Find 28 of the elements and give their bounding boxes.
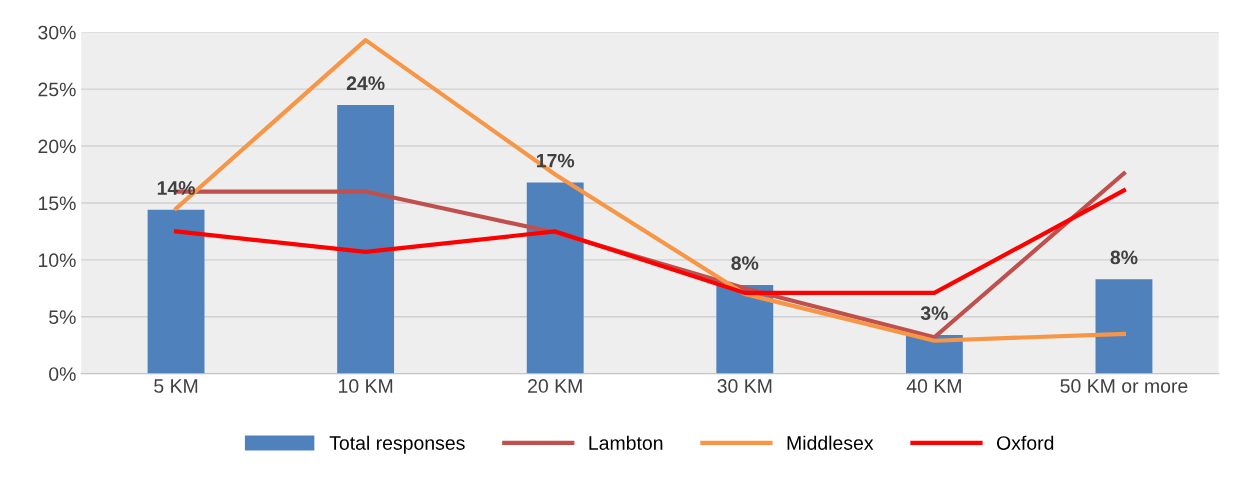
bar (147, 209, 205, 374)
x-tick-label: 30 KM (717, 379, 772, 393)
x-tick-label: 5 KM (154, 379, 198, 393)
x-tick-label: 10 KM (339, 379, 393, 393)
legend-label: Total responses (329, 435, 465, 454)
bar (337, 105, 395, 374)
bar (526, 182, 584, 374)
x-tick-label: 20 KM (528, 379, 582, 393)
x-tick-label: 40 KM (906, 379, 961, 393)
bar (1095, 279, 1153, 374)
bar (716, 284, 774, 374)
y-tick-label: 10% (38, 253, 76, 268)
data-label: 17% (536, 153, 575, 168)
x-tick-label: 50 KM or more (1060, 379, 1188, 393)
legend-label: Middlesex (787, 435, 874, 450)
y-tick-label: 15% (38, 196, 76, 211)
y-tick-label: 5% (49, 310, 76, 325)
data-label: 8% (1110, 250, 1138, 265)
y-tick-label: 0% (49, 367, 76, 381)
data-label: 24% (346, 76, 385, 91)
data-label: 8% (731, 256, 759, 270)
data-label: 3% (920, 306, 948, 321)
y-tick-label: 25% (38, 82, 76, 97)
legend-label: Oxford (996, 435, 1054, 450)
legend-label: Lambton (589, 435, 663, 450)
y-tick-label: 20% (38, 139, 76, 154)
y-tick-label: 30% (38, 25, 76, 40)
data-label: 14% (157, 181, 195, 195)
